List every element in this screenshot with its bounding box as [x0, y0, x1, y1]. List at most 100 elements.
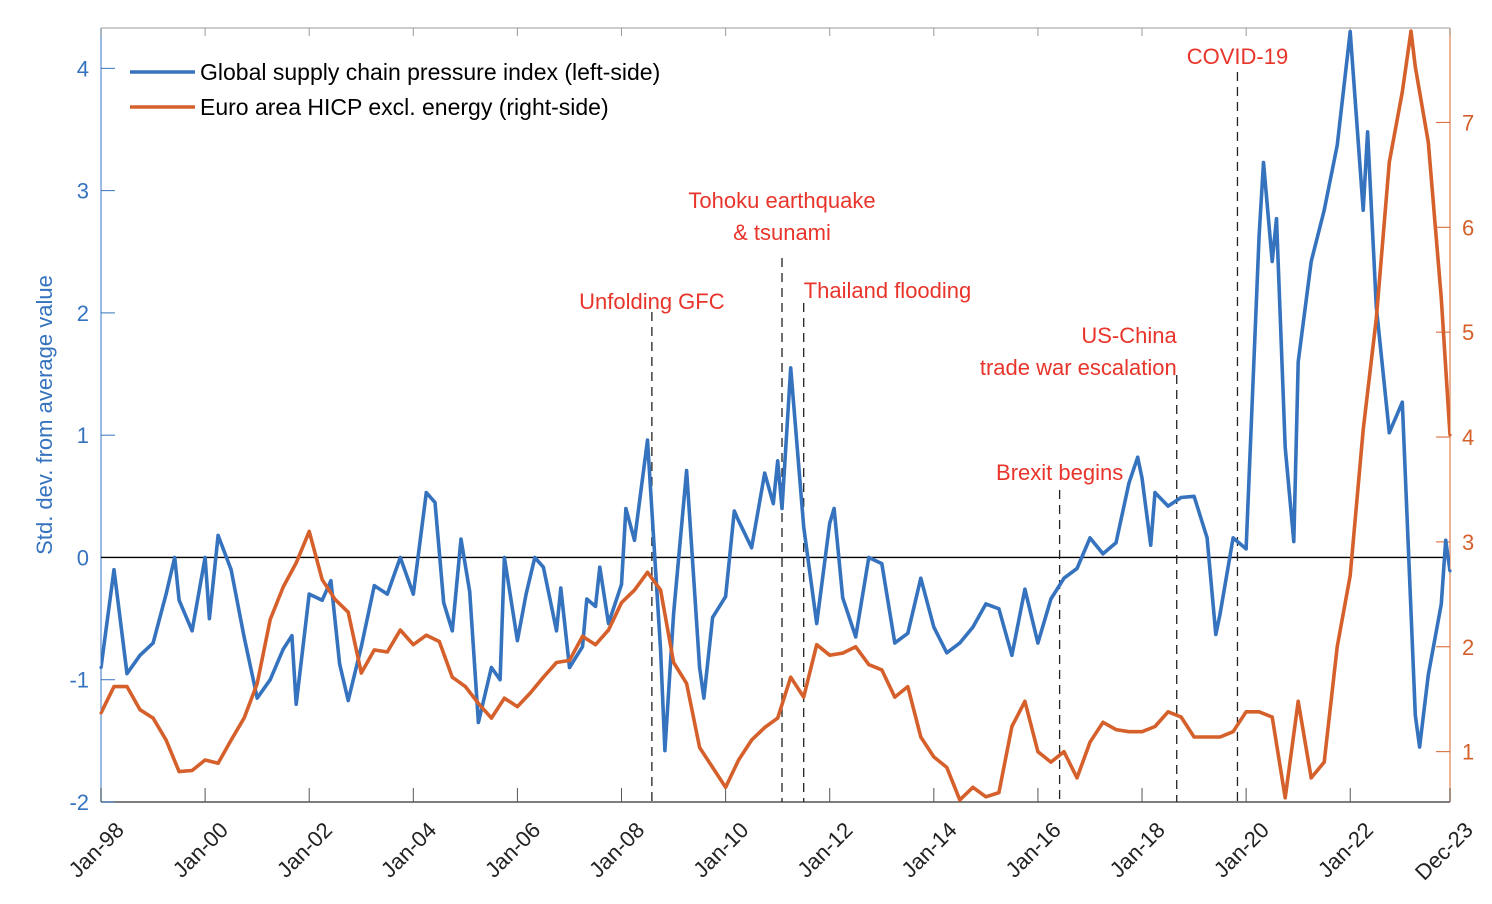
- data-point: [1205, 735, 1209, 739]
- data-point: [997, 607, 1001, 611]
- data-point: [632, 588, 637, 592]
- data-point: [580, 634, 585, 638]
- data-point: [771, 502, 775, 506]
- data-point: [1296, 360, 1300, 364]
- data-point: [619, 582, 624, 586]
- data-point: [1439, 296, 1443, 301]
- legend: Global supply chain pressure index (left…: [130, 59, 660, 120]
- y-tick-label-left: 4: [77, 56, 89, 81]
- y-tick-label-right: 4: [1462, 425, 1474, 450]
- data-point: [750, 738, 754, 742]
- data-point: [359, 645, 363, 649]
- y-tick-label-right: 2: [1462, 635, 1474, 660]
- data-point: [442, 601, 446, 605]
- data-point: [841, 651, 845, 655]
- x-tick-label: Jan-98: [64, 817, 129, 882]
- event-annotations: Unfolding GFC Tohoku earthquake & tsunami T…: [579, 44, 1288, 802]
- data-point: [585, 597, 589, 601]
- data-point: [450, 675, 454, 679]
- data-point: [1114, 728, 1118, 732]
- data-point: [1075, 566, 1079, 571]
- data-point: [173, 555, 177, 560]
- event-label: US-China: [1081, 323, 1177, 348]
- data-point: [424, 633, 428, 637]
- data-point: [737, 519, 741, 523]
- data-point: [112, 685, 116, 689]
- data-point: [702, 696, 706, 700]
- data-point: [780, 506, 784, 511]
- data-point: [828, 521, 832, 525]
- data-point: [841, 596, 845, 600]
- data-point: [151, 641, 155, 645]
- data-point: [203, 555, 207, 560]
- data-point: [385, 592, 389, 596]
- data-point: [789, 366, 793, 370]
- y-tick-label-right: 7: [1462, 110, 1474, 135]
- data-point: [437, 639, 441, 644]
- data-point: [242, 635, 246, 639]
- y-tick-label-left: 2: [77, 301, 89, 326]
- data-point: [216, 533, 220, 538]
- data-point: [802, 695, 806, 699]
- data-point: [1153, 724, 1157, 729]
- data-point: [1348, 573, 1352, 578]
- data-point: [724, 785, 728, 789]
- data-point: [598, 565, 602, 569]
- data-point: [1439, 602, 1443, 606]
- data-point: [346, 610, 350, 614]
- data-point: [1361, 208, 1365, 212]
- data-point: [606, 628, 611, 632]
- data-point: [359, 671, 363, 675]
- y-tick-label-right: 3: [1462, 530, 1474, 555]
- data-point: [1166, 504, 1170, 508]
- y-tick-label-right: 1: [1462, 740, 1474, 765]
- data-point: [255, 681, 259, 686]
- data-point: [99, 665, 103, 670]
- data-point: [1292, 539, 1296, 544]
- data-point: [1218, 612, 1222, 616]
- data-point: [385, 650, 389, 654]
- data-point: [177, 769, 181, 774]
- data-point: [958, 641, 962, 645]
- data-point: [433, 500, 437, 505]
- data-point: [1010, 724, 1014, 729]
- x-tick-label: Jan-08: [584, 817, 649, 882]
- data-point: [1218, 735, 1222, 739]
- data-point: [1448, 433, 1452, 437]
- data-point: [1010, 653, 1014, 657]
- data-point: [919, 576, 923, 580]
- data-point: [1400, 90, 1404, 94]
- data-point: [671, 612, 676, 616]
- data-point: [1036, 750, 1040, 754]
- data-point: [268, 678, 272, 682]
- data-point: [1023, 699, 1027, 703]
- data-point: [190, 629, 194, 633]
- data-point: [1062, 576, 1066, 580]
- x-tick-label: Jan-02: [272, 817, 337, 882]
- data-point: [294, 561, 298, 565]
- data-point: [1127, 481, 1131, 485]
- data-point: [1114, 541, 1118, 545]
- data-point: [1257, 710, 1261, 714]
- x-tick-label: Jan-12: [792, 817, 857, 882]
- event-label: Tohoku earthquake: [688, 188, 875, 213]
- data-point: [1387, 160, 1391, 164]
- data-point: [1136, 455, 1140, 459]
- data-point: [1426, 673, 1430, 677]
- data-point: [1153, 491, 1157, 495]
- data-point: [398, 628, 402, 632]
- data-point: [1140, 730, 1144, 734]
- data-point: [671, 660, 676, 665]
- data-point: [1409, 29, 1413, 33]
- data-point: [971, 625, 975, 629]
- data-point: [1192, 735, 1196, 739]
- data-point: [528, 691, 533, 695]
- data-point: [294, 702, 298, 706]
- data-points-right: [99, 29, 1452, 802]
- x-tick-label: Jan-04: [376, 817, 441, 882]
- series: [99, 29, 1452, 802]
- data-point: [684, 681, 689, 686]
- legend-label: Euro area HICP excl. energy (right-side): [200, 94, 609, 120]
- data-point: [99, 711, 103, 715]
- data-point: [1101, 720, 1105, 724]
